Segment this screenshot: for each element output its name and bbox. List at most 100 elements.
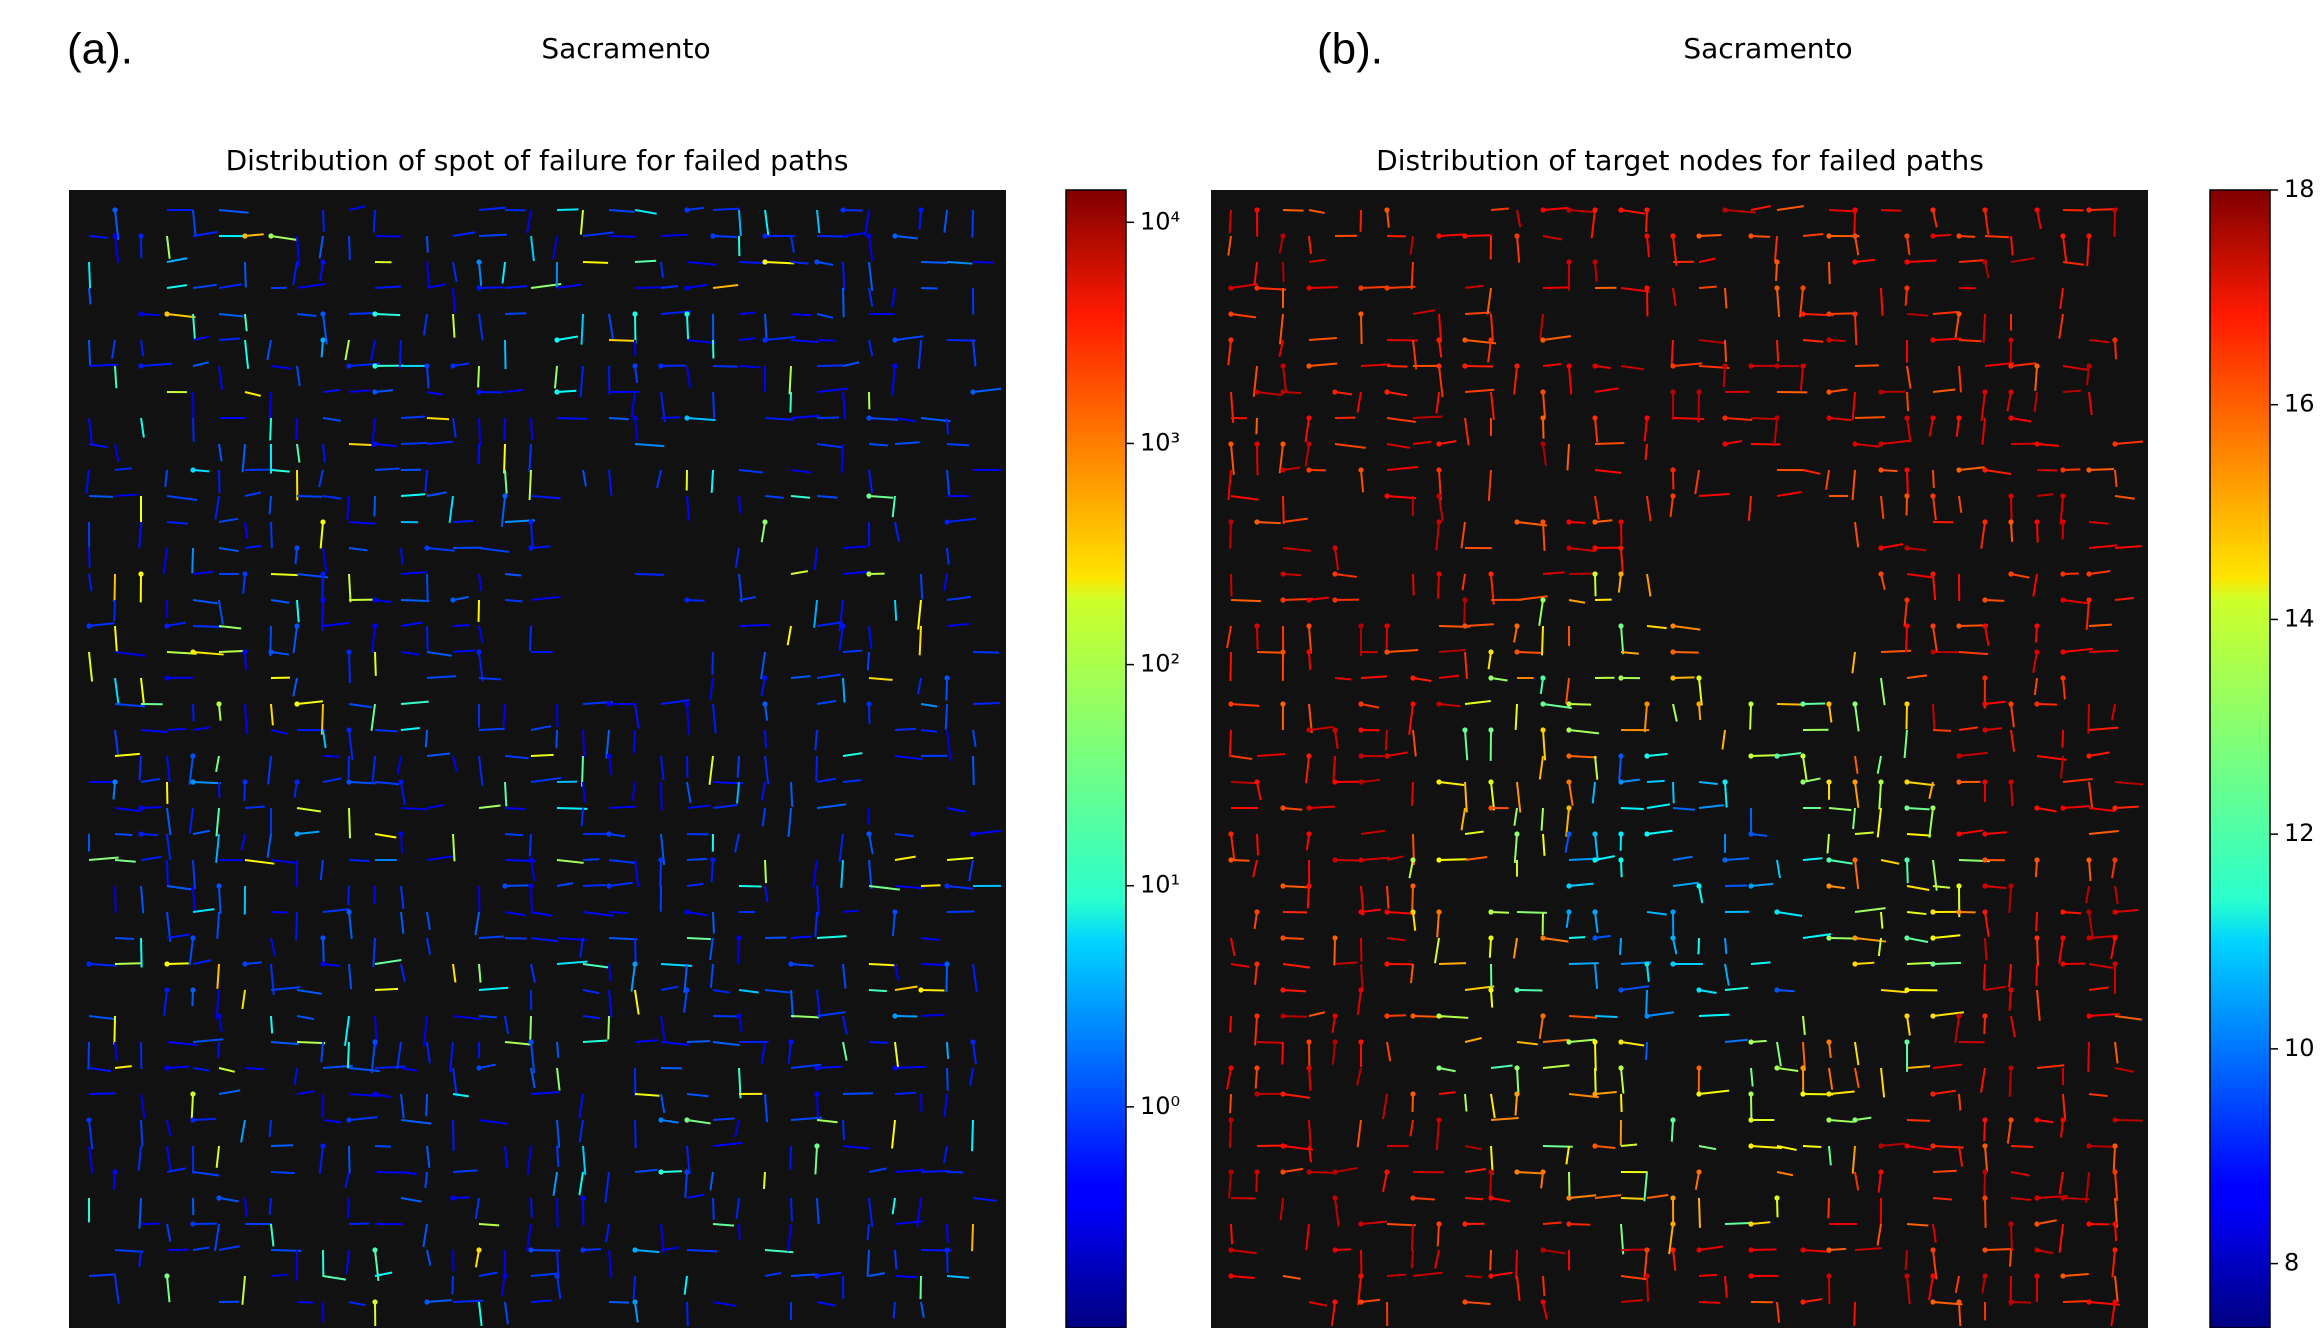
- street: [1283, 392, 1301, 393]
- street: [817, 340, 836, 341]
- street: [504, 444, 505, 473]
- street: [1699, 1275, 1717, 1276]
- node: [346, 779, 351, 784]
- node: [1514, 1065, 1519, 1070]
- street: [2036, 964, 2037, 986]
- street: [270, 418, 271, 440]
- node: [320, 935, 325, 940]
- street: [1569, 704, 1591, 705]
- street: [868, 652, 869, 670]
- node: [2060, 675, 2065, 680]
- node: [1618, 623, 1623, 628]
- node: [1280, 649, 1285, 654]
- node: [788, 961, 793, 966]
- street: [2037, 704, 2057, 705]
- street: [972, 210, 973, 238]
- street: [1647, 1276, 1648, 1302]
- street: [2063, 391, 2081, 392]
- node: [1436, 1013, 1441, 1018]
- street: [453, 625, 469, 626]
- node: [424, 545, 429, 550]
- street: [1308, 886, 1309, 908]
- node: [1280, 1091, 1285, 1096]
- node: [2086, 935, 2091, 940]
- node: [1670, 467, 1675, 472]
- node: [1592, 1091, 1597, 1096]
- street: [713, 912, 714, 934]
- street: [1985, 938, 1986, 960]
- street: [297, 496, 322, 497]
- street: [1465, 366, 1493, 367]
- street: [1231, 600, 1261, 601]
- street: [505, 600, 523, 601]
- street: [218, 1042, 219, 1058]
- street: [1751, 1249, 1776, 1250]
- street: [661, 417, 680, 418]
- street: [349, 860, 369, 861]
- node: [1540, 935, 1545, 940]
- node: [1254, 1065, 1259, 1070]
- node: [1982, 597, 1987, 602]
- street: [1621, 522, 1622, 545]
- street: [1230, 1120, 1231, 1148]
- street: [2063, 912, 2081, 913]
- node: [1930, 1091, 1935, 1096]
- node: [164, 1273, 169, 1278]
- node: [1280, 883, 1285, 888]
- node: [1982, 467, 1987, 472]
- node: [1306, 467, 1311, 472]
- node: [1488, 649, 1493, 654]
- street: [1438, 1224, 1439, 1246]
- node: [1878, 779, 1883, 784]
- street: [1283, 574, 1301, 575]
- node: [1332, 779, 1337, 784]
- node: [580, 1195, 585, 1200]
- node: [1930, 1273, 1935, 1278]
- street: [2036, 912, 2037, 931]
- street: [192, 548, 193, 573]
- node: [1878, 441, 1883, 446]
- street: [271, 1172, 295, 1173]
- node: [2086, 1013, 2091, 1018]
- node: [892, 233, 897, 238]
- node: [1748, 831, 1753, 836]
- street: [400, 340, 401, 369]
- street: [1282, 1042, 1283, 1065]
- node: [1228, 285, 1233, 290]
- street: [245, 262, 246, 287]
- street: [2011, 1224, 2012, 1251]
- node: [1488, 727, 1493, 732]
- node: [1618, 571, 1623, 576]
- node: [1930, 207, 1935, 212]
- street: [1569, 1172, 1570, 1197]
- node: [1852, 935, 1857, 940]
- node: [1878, 571, 1883, 576]
- node: [866, 233, 871, 238]
- node: [450, 363, 455, 368]
- node: [372, 623, 377, 628]
- street: [453, 521, 473, 522]
- street: [869, 964, 896, 965]
- node: [190, 1117, 195, 1122]
- node: [1358, 285, 1363, 290]
- street: [270, 1120, 271, 1137]
- node: [1436, 1117, 1441, 1122]
- street: [245, 807, 265, 808]
- node: [632, 1299, 637, 1304]
- node: [1488, 1169, 1493, 1174]
- node: [632, 961, 637, 966]
- node: [1436, 493, 1441, 498]
- street: [687, 859, 707, 860]
- street: [453, 1301, 483, 1302]
- street: [1465, 235, 1491, 236]
- street: [1959, 1302, 1960, 1326]
- street: [1907, 470, 1908, 495]
- street: [687, 1250, 717, 1251]
- street: [1907, 808, 1930, 809]
- node: [1826, 415, 1831, 420]
- street: [1621, 1094, 1622, 1112]
- node: [1878, 467, 1883, 472]
- street: [193, 782, 221, 783]
- colorbar-tick-label: 10⁴: [1140, 207, 1180, 235]
- street: [791, 1016, 819, 1017]
